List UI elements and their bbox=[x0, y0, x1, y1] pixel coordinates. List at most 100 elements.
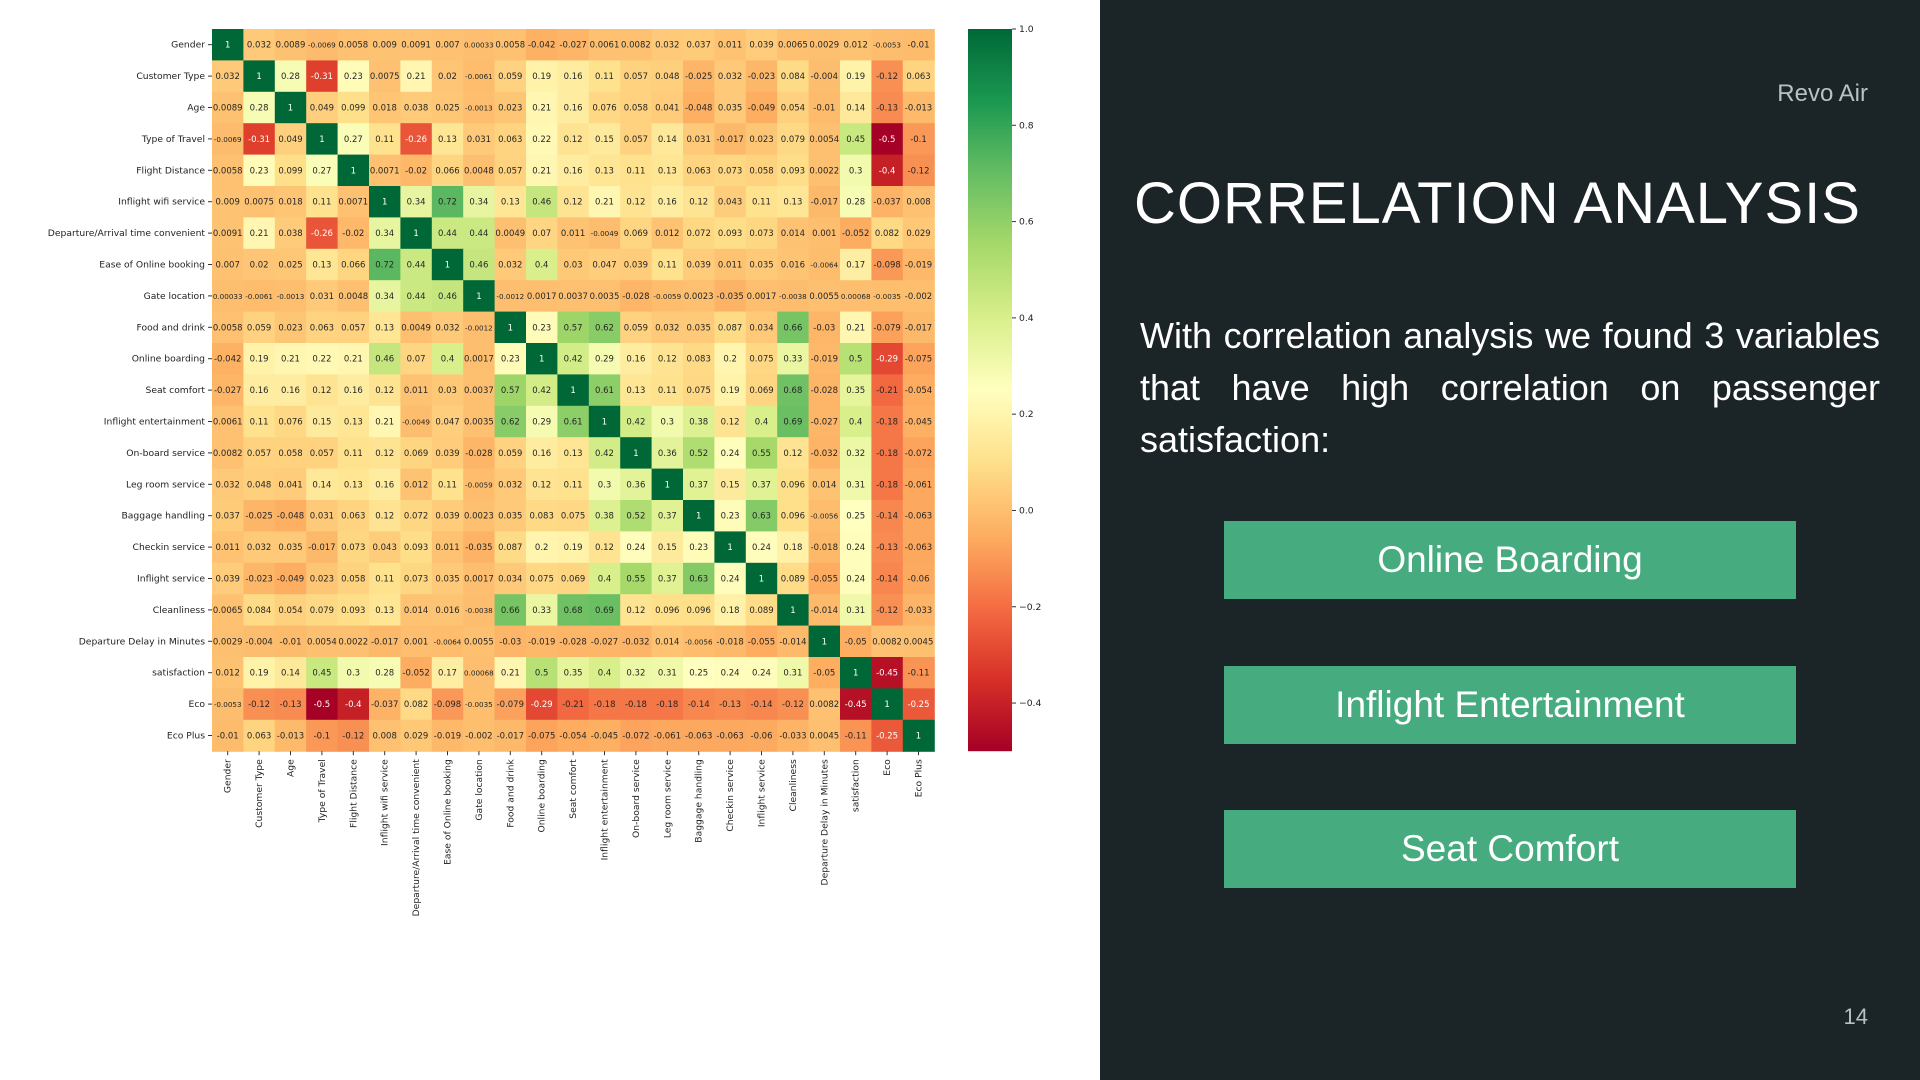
heatmap-cell-value: -0.017 bbox=[497, 732, 524, 742]
heatmap-cell-value: 0.11 bbox=[658, 386, 677, 396]
heatmap-cell-value: 0.37 bbox=[689, 480, 708, 490]
heatmap-cell bbox=[557, 468, 590, 501]
heatmap-cell bbox=[651, 91, 684, 124]
heatmap-cell-value: 0.075 bbox=[687, 386, 711, 396]
heatmap-cell-value: 0.00033 bbox=[213, 292, 243, 301]
heatmap-cell-value: 0.16 bbox=[564, 166, 583, 176]
heatmap-cell bbox=[557, 500, 590, 532]
heatmap-cell-value: -0.06 bbox=[751, 732, 773, 742]
heatmap-cell-value: 0.34 bbox=[375, 292, 394, 302]
heatmap-cell bbox=[871, 562, 904, 595]
heatmap-cell-value: 0.058 bbox=[278, 449, 302, 459]
heatmap-cell-value: 0.24 bbox=[721, 575, 740, 585]
x-axis-label: Departure/Arrival time convenient bbox=[411, 759, 422, 917]
heatmap-cell-value: 0.038 bbox=[404, 104, 428, 114]
heatmap-cell bbox=[212, 531, 244, 564]
heatmap-cell-value: 0.16 bbox=[564, 72, 583, 82]
heatmap-cell bbox=[651, 625, 684, 658]
heatmap-cell bbox=[243, 280, 276, 313]
heatmap-cell-value: 0.0023 bbox=[684, 292, 714, 302]
y-axis-label: Gate location bbox=[144, 291, 206, 302]
heatmap-cell bbox=[683, 91, 715, 124]
heatmap-cell bbox=[620, 625, 653, 658]
heatmap-cell bbox=[620, 405, 653, 438]
heatmap-cell-value: -0.028 bbox=[622, 292, 649, 302]
heatmap-cell bbox=[431, 186, 464, 218]
heatmap-cell bbox=[306, 374, 339, 407]
x-axis-label: Cleanliness bbox=[788, 759, 799, 811]
heatmap-cell bbox=[683, 468, 715, 501]
heatmap-cell-value: 0.059 bbox=[498, 449, 522, 459]
heatmap-cell-value: -0.035 bbox=[465, 543, 492, 553]
heatmap-cell bbox=[902, 594, 935, 627]
heatmap-cell bbox=[526, 500, 558, 532]
heatmap-cell bbox=[777, 531, 810, 564]
heatmap-cell bbox=[274, 594, 307, 627]
heatmap-cell bbox=[714, 343, 747, 375]
heatmap-cell-value: 0.039 bbox=[624, 261, 648, 271]
heatmap-cell bbox=[212, 688, 244, 721]
heatmap-cell bbox=[840, 531, 872, 564]
heatmap-cell bbox=[243, 719, 276, 752]
heatmap-cell-value: 0.21 bbox=[846, 323, 865, 333]
heatmap-cell-value: -0.13 bbox=[876, 104, 898, 114]
heatmap-cell-value: 0.27 bbox=[344, 135, 363, 145]
y-axis-label: Inflight wifi service bbox=[118, 197, 205, 208]
heatmap-cell-value: 0.023 bbox=[749, 135, 773, 145]
heatmap-cell bbox=[745, 343, 778, 375]
heatmap-cell bbox=[526, 468, 558, 501]
heatmap-cell-value: 0.058 bbox=[624, 104, 648, 114]
heatmap-cell-value: 0.23 bbox=[689, 543, 708, 553]
heatmap-cell-value: 0.057 bbox=[624, 72, 648, 82]
heatmap-cell-value: 0.12 bbox=[564, 135, 583, 145]
heatmap-cell-value: 0.13 bbox=[595, 166, 614, 176]
heatmap-cell bbox=[683, 719, 715, 752]
heatmap-cell-value: -0.0061 bbox=[245, 292, 273, 301]
heatmap-cell-value: 0.008 bbox=[906, 198, 930, 208]
y-axis-label: Baggage handling bbox=[122, 511, 206, 522]
heatmap-cell-value: -0.098 bbox=[873, 261, 900, 271]
heatmap-cell bbox=[808, 374, 841, 407]
heatmap-cell-value: 0.001 bbox=[812, 229, 836, 239]
heatmap-cell-value: 0.24 bbox=[752, 543, 771, 553]
heatmap-cell-value: -0.12 bbox=[248, 700, 270, 710]
heatmap-cell bbox=[745, 594, 778, 627]
heatmap-cell-value: 0.12 bbox=[595, 543, 614, 553]
heatmap-cell bbox=[683, 594, 715, 627]
heatmap-cell-value: 0.12 bbox=[658, 355, 677, 365]
heatmap-cell-value: 0.0035 bbox=[464, 418, 494, 428]
heatmap-cell-value: 1 bbox=[822, 637, 827, 647]
heatmap-cell bbox=[683, 217, 715, 250]
heatmap-cell bbox=[557, 343, 590, 375]
heatmap-cell-value: 0.031 bbox=[310, 292, 334, 302]
heatmap-cell-value: 0.38 bbox=[595, 512, 614, 522]
heatmap-cell-value: 0.057 bbox=[341, 323, 365, 333]
heatmap-cell bbox=[651, 29, 684, 61]
heatmap-cell-value: 0.4 bbox=[598, 575, 612, 585]
heatmap-cell-value: -0.45 bbox=[876, 669, 898, 679]
heatmap-cell bbox=[651, 562, 684, 595]
heatmap-cell-value: 0.27 bbox=[312, 166, 331, 176]
y-axis-label: Inflight entertainment bbox=[104, 417, 206, 428]
heatmap-cell-value: 0.52 bbox=[689, 449, 708, 459]
heatmap-cell bbox=[274, 468, 307, 501]
heatmap-cell-value: 0.043 bbox=[373, 543, 397, 553]
heatmap-cell bbox=[463, 437, 496, 470]
heatmap-cell bbox=[431, 123, 464, 156]
heatmap-cell bbox=[212, 217, 244, 250]
heatmap-cell bbox=[212, 280, 244, 313]
heatmap-cell-value: 1 bbox=[382, 198, 387, 208]
heatmap-cell-value: 0.001 bbox=[404, 637, 428, 647]
heatmap-cell-value: 0.22 bbox=[532, 135, 551, 145]
heatmap-cell bbox=[557, 719, 590, 752]
heatmap-cell bbox=[714, 688, 747, 721]
heatmap-cell-value: -0.11 bbox=[845, 732, 867, 742]
heatmap-cell-value: 0.13 bbox=[626, 386, 645, 396]
heatmap-cell-value: 0.44 bbox=[407, 292, 426, 302]
heatmap-cell bbox=[212, 719, 244, 752]
heatmap-cell-value: 0.12 bbox=[532, 480, 551, 490]
heatmap-cell-value: -0.063 bbox=[685, 732, 712, 742]
heatmap-cell-value: -0.0049 bbox=[402, 418, 430, 427]
heatmap-cell-value: -0.002 bbox=[905, 292, 932, 302]
heatmap-cell bbox=[400, 657, 433, 689]
